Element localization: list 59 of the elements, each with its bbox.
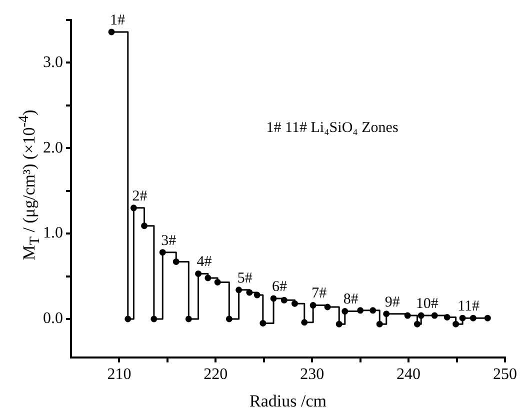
annotation: 10# bbox=[416, 296, 439, 312]
point bbox=[280, 296, 288, 304]
x-tick-label: 220 bbox=[204, 366, 228, 384]
point bbox=[418, 312, 424, 319]
point bbox=[376, 320, 383, 328]
annotation: 2# bbox=[132, 188, 148, 204]
point bbox=[342, 308, 348, 315]
point bbox=[452, 320, 460, 328]
point bbox=[108, 28, 115, 36]
point bbox=[324, 304, 331, 310]
annotation: 9# bbox=[384, 294, 400, 310]
y-tick-label: 3.0 bbox=[43, 54, 63, 71]
annotation: 5# bbox=[237, 270, 253, 286]
point bbox=[214, 278, 221, 286]
annotation: 3# bbox=[161, 232, 177, 249]
point bbox=[459, 314, 466, 322]
annotation: 4# bbox=[196, 254, 212, 270]
annotation: 7# bbox=[312, 286, 328, 302]
point bbox=[383, 310, 390, 318]
x-tick-label: 210 bbox=[107, 366, 132, 384]
point bbox=[141, 222, 148, 230]
point bbox=[236, 286, 242, 294]
point bbox=[226, 316, 232, 322]
point bbox=[260, 320, 266, 326]
point bbox=[254, 292, 260, 298]
y-tick-label: 1.0 bbox=[43, 224, 63, 242]
annotation: 1# bbox=[110, 12, 126, 28]
point bbox=[357, 307, 364, 314]
annotation: 8# bbox=[343, 292, 359, 308]
x-tick-label: 230 bbox=[300, 366, 324, 384]
point bbox=[246, 289, 253, 296]
point bbox=[336, 320, 342, 328]
point bbox=[301, 319, 308, 326]
point bbox=[124, 316, 132, 322]
point bbox=[195, 270, 202, 277]
point bbox=[292, 300, 298, 307]
x-axis-title: Radius /cm bbox=[250, 391, 326, 410]
point bbox=[150, 316, 158, 322]
point bbox=[414, 320, 420, 328]
point bbox=[431, 312, 438, 319]
point bbox=[204, 274, 212, 282]
point bbox=[159, 249, 166, 256]
point bbox=[470, 314, 476, 322]
annotation: 1# 11# Li₄SiO₄ Zones bbox=[266, 120, 398, 136]
point bbox=[185, 316, 192, 322]
y-tick-label: 2.0 bbox=[43, 139, 63, 156]
point bbox=[310, 302, 316, 309]
point bbox=[484, 314, 491, 322]
x-tick-label: 240 bbox=[396, 366, 421, 384]
point bbox=[130, 204, 137, 212]
point bbox=[370, 307, 376, 314]
point bbox=[172, 258, 180, 265]
annotation: 11# bbox=[458, 298, 480, 315]
y-tick-label: 0.0 bbox=[43, 310, 63, 328]
point bbox=[270, 295, 277, 302]
x-tick-label: 250 bbox=[493, 366, 517, 384]
point bbox=[404, 312, 411, 319]
annotation: 6# bbox=[272, 278, 288, 295]
point bbox=[444, 314, 450, 321]
